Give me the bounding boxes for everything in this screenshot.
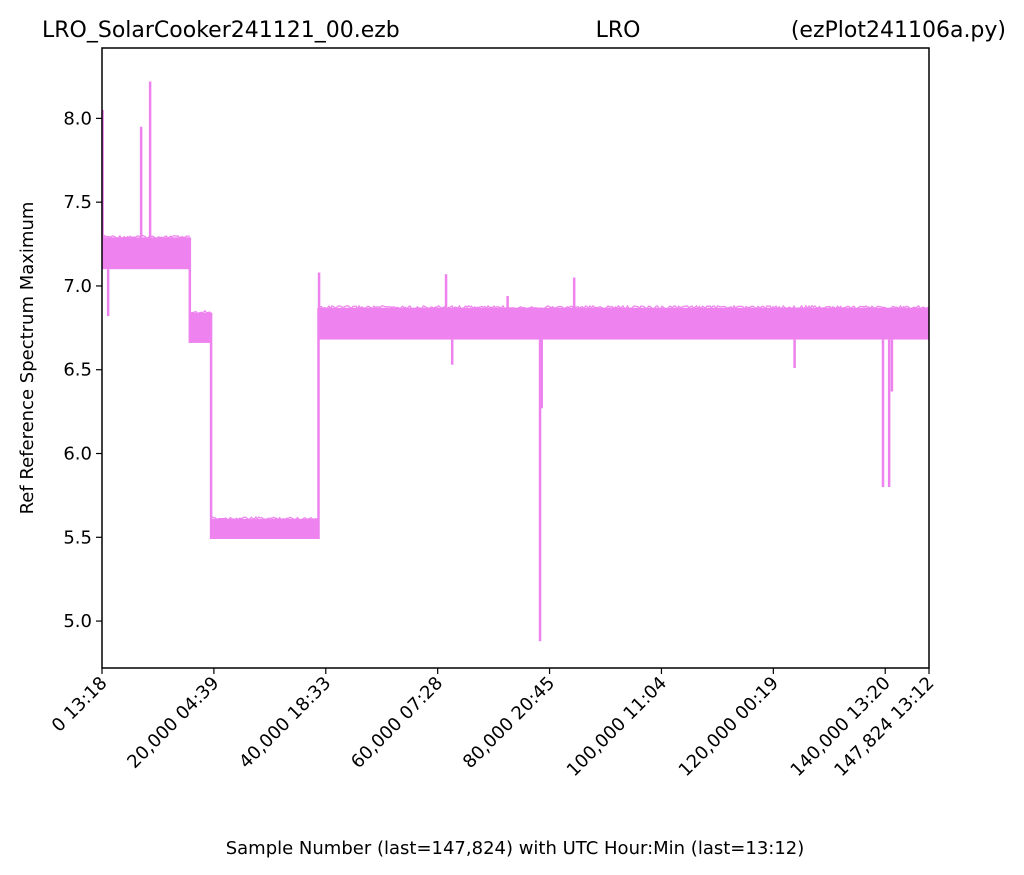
y-axis-label: Ref Reference Spectrum Maximum: [17, 202, 38, 515]
x-tick-label: 80,000 20:45: [459, 673, 559, 773]
x-tick-label: 40,000 18:33: [235, 673, 335, 773]
series-band-segment: [318, 307, 929, 340]
chart-title-right: (ezPlot241106a.py): [791, 18, 1006, 43]
x-axis-label: Sample Number (last=147,824) with UTC Ho…: [226, 838, 805, 859]
chart-title-left: LRO_SolarCooker241121_00.ezb: [42, 18, 400, 43]
x-tick-label: 0 13:18: [48, 673, 112, 737]
series-band-noise: [211, 515, 319, 521]
series-band-segment: [211, 518, 319, 539]
x-tick-label: 120,000 00:19: [675, 673, 783, 781]
chart-title-center: LRO: [596, 18, 641, 43]
data-layer: [101, 81, 930, 642]
y-tick-label: 5.5: [63, 527, 92, 548]
series-band-segment: [189, 312, 212, 343]
x-tick-label: 60,000 07:28: [347, 673, 447, 773]
x-tick-label: 20,000 04:39: [123, 673, 223, 773]
y-axis: 5.0 5.5 6.0 6.5 7.0 7.5 8.0: [63, 108, 102, 632]
plot-frame: [101, 47, 930, 669]
y-tick-label: 5.0: [63, 611, 92, 632]
series-band-noise: [101, 234, 190, 240]
series-band-noise: [189, 309, 212, 314]
x-axis: 0 13:18 20,000 04:39 40,000 18:33 60,000 07…: [48, 668, 939, 781]
y-tick-label: 6.5: [63, 360, 92, 381]
y-tick-label: 6.0: [63, 444, 92, 465]
x-tick-label: 100,000 11:04: [563, 673, 671, 781]
y-tick-label: 7.5: [63, 192, 92, 213]
y-tick-label: 7.0: [63, 276, 92, 297]
series-band-segment: [102, 237, 190, 270]
y-tick-label: 8.0: [63, 108, 92, 129]
series-band-noise: [318, 304, 930, 310]
